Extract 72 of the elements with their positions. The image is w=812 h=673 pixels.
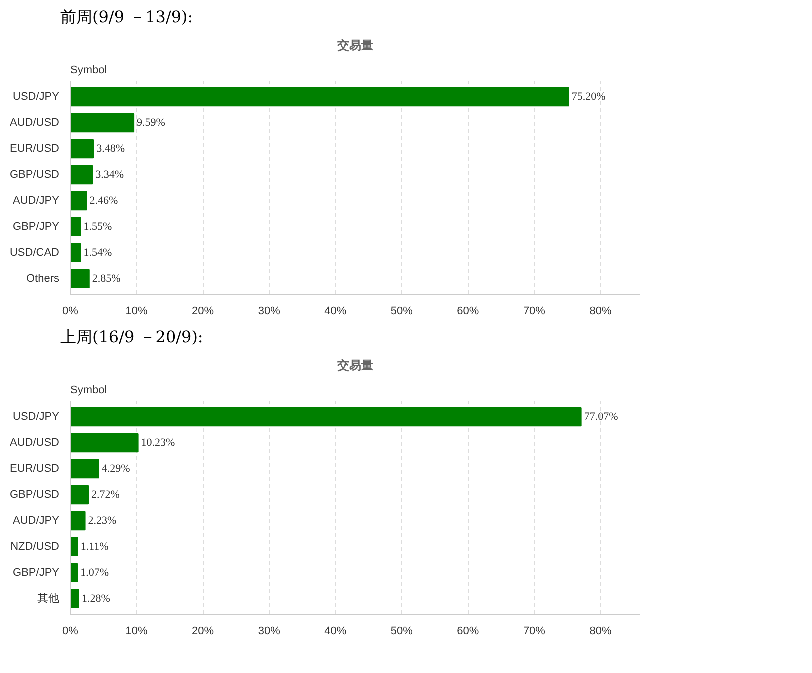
chart-subtitle: 交易量: [336, 358, 374, 372]
bar: [70, 407, 582, 427]
x-tick-label: 0%: [62, 306, 79, 318]
data-label: 3.34%: [96, 169, 124, 182]
x-tick-label: 30%: [258, 626, 281, 638]
bar: [70, 139, 94, 159]
data-label: 75.20%: [572, 91, 606, 104]
y-tick-label: USD/JPY: [13, 91, 60, 104]
data-label: 1.11%: [80, 540, 109, 553]
x-tick-label: 20%: [192, 306, 214, 318]
chart-title: 上周(16/9 －20/9):: [60, 328, 204, 346]
data-label: 1.54%: [84, 246, 112, 259]
y-tick-label: NZD/USD: [10, 540, 60, 553]
data-label: 3.48%: [96, 143, 125, 156]
data-label: 1.07%: [80, 566, 110, 579]
x-tick-label: 50%: [390, 306, 414, 318]
x-tick-label: 70%: [523, 306, 546, 318]
chart-title: 前周(9/9 －13/9):: [60, 8, 194, 26]
x-tick-label: 70%: [523, 626, 546, 638]
bar: [70, 589, 80, 609]
y-tick-label: 其他: [38, 592, 60, 605]
x-tick-label: 80%: [590, 626, 612, 638]
data-label: 2.46%: [90, 194, 118, 207]
data-label: 10.23%: [141, 437, 176, 450]
bar: [70, 217, 82, 237]
y-tick-label: Others: [26, 272, 60, 285]
y-tick-label: AUD/USD: [10, 437, 60, 450]
y-tick-label: GBP/USD: [10, 169, 60, 182]
x-tick-label: 10%: [126, 626, 148, 638]
x-tick-label: 60%: [457, 626, 480, 638]
bar: [70, 563, 78, 583]
x-tick-label: 60%: [457, 306, 480, 318]
data-label: 4.29%: [102, 463, 130, 476]
data-label: 77.07%: [584, 411, 618, 424]
y-axis-title: Symbol: [70, 384, 108, 396]
bar: [70, 269, 90, 289]
bar: [70, 511, 86, 531]
x-tick-label: 20%: [192, 626, 214, 638]
x-tick-label: 10%: [126, 306, 148, 318]
bar: [70, 485, 90, 505]
data-label: 9.59%: [137, 117, 166, 130]
y-tick-label: USD/JPY: [13, 411, 60, 424]
y-tick-label: AUD/JPY: [13, 194, 60, 207]
x-tick-label: 50%: [390, 626, 414, 638]
bar: [70, 113, 135, 133]
y-axis-title: Symbol: [70, 64, 108, 76]
x-tick-label: 0%: [62, 626, 79, 638]
chart-subtitle: 交易量: [336, 38, 374, 52]
y-tick-label: AUD/JPY: [13, 514, 60, 527]
x-tick-label: 30%: [258, 306, 281, 318]
y-tick-label: EUR/USD: [10, 463, 60, 476]
y-tick-label: GBP/JPY: [13, 220, 60, 233]
bar: [70, 87, 570, 107]
x-tick-label: 40%: [324, 306, 347, 318]
y-tick-label: GBP/USD: [10, 489, 60, 502]
bar: [70, 191, 88, 211]
x-tick-label: 40%: [324, 626, 347, 638]
y-tick-label: AUD/USD: [10, 117, 60, 130]
bar: [70, 165, 94, 185]
y-tick-label: USD/CAD: [10, 246, 60, 259]
bar: [70, 243, 82, 263]
bar: [70, 537, 78, 557]
bar: [70, 433, 139, 453]
y-tick-label: GBP/JPY: [13, 566, 60, 579]
data-label: 1.28%: [82, 592, 110, 605]
y-tick-label: EUR/USD: [10, 143, 60, 156]
data-label: 2.85%: [92, 272, 121, 285]
data-label: 1.55%: [84, 220, 112, 233]
data-label: 2.72%: [92, 489, 120, 502]
x-tick-label: 80%: [590, 306, 612, 318]
bar: [70, 459, 100, 479]
data-label: 2.23%: [88, 514, 117, 527]
